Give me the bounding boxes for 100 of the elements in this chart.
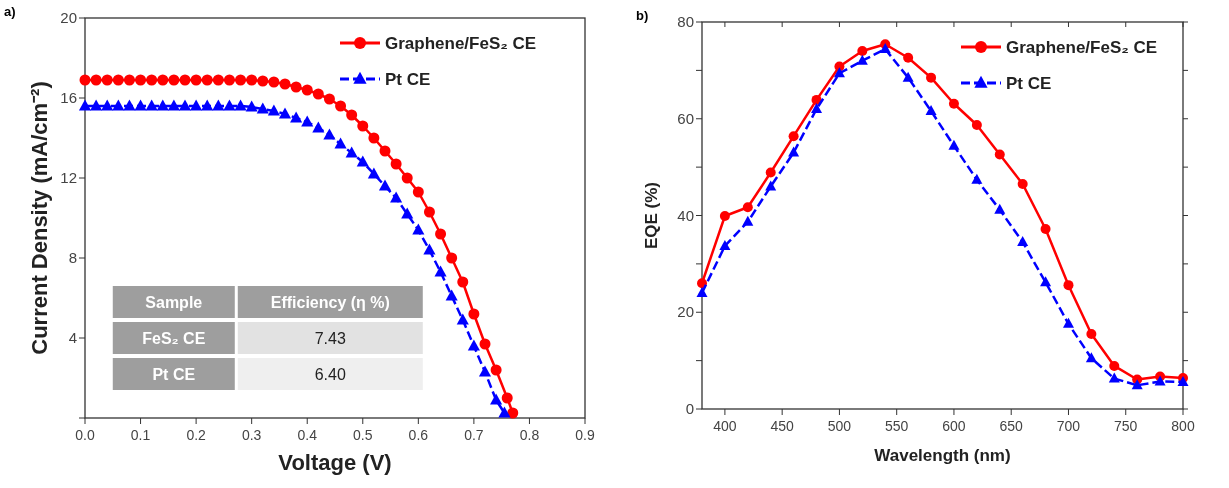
- point: [157, 74, 169, 86]
- point: [267, 104, 280, 116]
- point: [719, 210, 730, 221]
- x-tick-label: 650: [999, 418, 1024, 434]
- annotation: Pt CE: [152, 366, 196, 383]
- point: [246, 74, 258, 86]
- point: [498, 406, 511, 418]
- point: [390, 158, 402, 170]
- point: [423, 206, 435, 218]
- point: [423, 243, 436, 255]
- point: [135, 74, 147, 86]
- point: [179, 74, 191, 86]
- y-tick-label: 80: [677, 13, 694, 30]
- x-tick-label: 550: [885, 418, 909, 434]
- point: [235, 74, 247, 86]
- point: [1040, 276, 1052, 287]
- annotation: Efficiency (η %): [270, 294, 390, 311]
- point: [1017, 236, 1029, 247]
- point: [696, 286, 708, 297]
- point: [1017, 179, 1028, 190]
- y-tick-label: 20: [677, 303, 694, 321]
- point: [994, 149, 1005, 160]
- y-axis-title: EQE (%): [642, 181, 661, 250]
- point: [412, 223, 425, 235]
- y-tick-label: 40: [677, 206, 694, 224]
- point: [948, 98, 959, 109]
- legend-label: Graphene/FeS₂ CE: [1006, 38, 1158, 57]
- point: [79, 74, 91, 86]
- point: [101, 74, 113, 86]
- y-axis-title: Current Density (mA/cm⁻²): [27, 81, 52, 355]
- point: [379, 145, 391, 157]
- x-tick-label: 700: [1056, 418, 1081, 434]
- x-tick-label: 0.8: [519, 427, 540, 443]
- point: [811, 103, 823, 114]
- point: [1154, 375, 1166, 386]
- point: [278, 107, 292, 119]
- point: [856, 54, 868, 65]
- point: [301, 84, 313, 96]
- point: [335, 100, 347, 112]
- point: [434, 265, 447, 277]
- x-tick-label: 0.9: [575, 427, 595, 443]
- point: [223, 99, 236, 111]
- x-axis-title: Wavelength (nm): [874, 446, 1011, 465]
- point: [1040, 224, 1051, 235]
- point: [971, 173, 983, 184]
- point: [435, 228, 447, 240]
- point: [879, 43, 891, 54]
- x-tick-label: 0.7: [464, 427, 484, 443]
- point: [123, 99, 136, 111]
- point: [971, 120, 982, 131]
- annotation: FeS₂ CE: [142, 330, 206, 347]
- point: [925, 105, 937, 116]
- point: [479, 338, 491, 350]
- point: [903, 52, 914, 63]
- point: [948, 139, 960, 150]
- x-tick-label: 750: [1114, 418, 1138, 434]
- point: [412, 186, 424, 198]
- point: [279, 78, 291, 90]
- y-tick-label: 20: [60, 9, 77, 26]
- point: [833, 67, 845, 78]
- point: [323, 93, 335, 105]
- x-tick-label: 0.5: [353, 427, 373, 443]
- point: [134, 99, 147, 111]
- point: [201, 74, 213, 86]
- y-tick-label: 4: [68, 329, 77, 346]
- point: [765, 180, 777, 191]
- point: [268, 76, 280, 88]
- point: [445, 289, 458, 301]
- point: [1131, 379, 1143, 390]
- point: [78, 99, 92, 111]
- x-tick-label: 0.3: [241, 427, 262, 443]
- legend-label: Graphene/FeS₂ CE: [385, 34, 537, 53]
- point: [346, 109, 358, 121]
- point: [357, 120, 369, 132]
- point: [1108, 372, 1120, 383]
- point: [478, 365, 492, 377]
- point: [123, 74, 135, 86]
- x-axis-title: Voltage (V): [278, 450, 392, 475]
- point: [457, 276, 469, 288]
- point: [1109, 360, 1120, 371]
- point: [256, 102, 269, 114]
- point: [401, 172, 413, 184]
- chart-title: b): [636, 8, 649, 23]
- point: [90, 74, 102, 86]
- point: [146, 74, 158, 86]
- point: [490, 364, 502, 376]
- point: [367, 167, 380, 179]
- point: [368, 132, 380, 144]
- point: [857, 46, 868, 57]
- point: [742, 215, 754, 226]
- point: [356, 155, 369, 167]
- y-tick-label: 8: [68, 249, 77, 266]
- point: [156, 99, 169, 111]
- point: [788, 146, 800, 157]
- point: [902, 71, 914, 82]
- point: [201, 99, 214, 111]
- point: [190, 74, 202, 86]
- point: [926, 72, 937, 83]
- point: [501, 392, 513, 404]
- point: [212, 74, 224, 86]
